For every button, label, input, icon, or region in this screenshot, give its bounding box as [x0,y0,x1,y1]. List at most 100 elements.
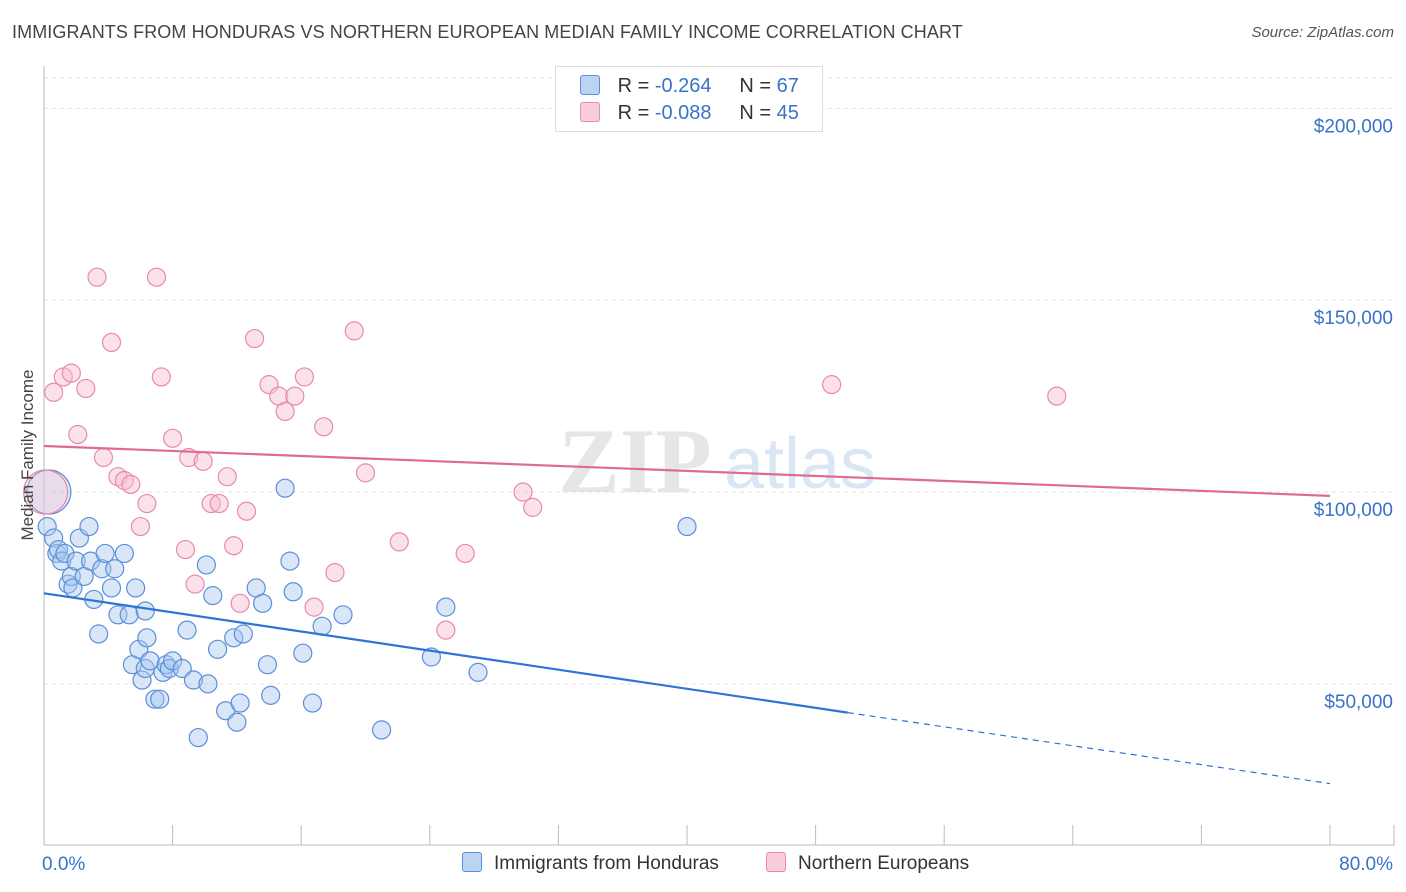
point-northern-europeans [325,562,345,583]
point-honduras [108,605,128,625]
point-northern-europeans [230,593,250,613]
y-tick-label: $150,000 [1314,308,1393,329]
point-honduras [66,551,86,571]
point-honduras [293,643,313,663]
point-honduras [37,516,57,537]
point-northern-europeans [201,493,221,514]
tick-labels: $50,000 $100,000 $150,000 $200,000 0.0% 80.0% [42,116,1393,875]
watermark: ZIP atlas [558,410,876,512]
legend-r-label: R = [617,75,650,97]
correlation-legend: R = -0.264 N = 67 R = -0.088 N = 45 [555,66,823,132]
point-honduras [275,478,295,498]
legend-r-value: -0.088 [654,102,712,124]
point-northern-europeans [209,493,229,514]
point-honduras [280,551,300,571]
point-honduras [140,651,160,671]
point-honduras [177,620,197,640]
y-tick-label: $200,000 [1314,116,1393,137]
point-honduras [302,693,323,713]
point-honduras [188,727,208,748]
point-northern-europeans [822,375,842,395]
gridlines [44,77,1394,685]
point-honduras [105,559,125,579]
point-honduras [227,712,247,732]
point-honduras [119,605,139,625]
point-northern-europeans [87,267,107,287]
watermark-zip: ZIP [558,410,711,512]
point-honduras [89,624,109,644]
point-northern-europeans [163,428,183,448]
legend-row-honduras: R = -0.264 N = 67 [580,75,799,99]
point-honduras [114,543,134,564]
point-northern-europeans [275,401,295,422]
point-northern-europeans [455,543,475,564]
point-honduras [333,605,353,625]
point-honduras [224,628,244,648]
source-label: Source: ZipAtlas.com [1251,24,1394,41]
legend-n-label: N = [739,102,772,124]
bottom-legend-northern-europeans: Northern Europeans [766,852,969,875]
point-honduras [126,578,146,598]
point-honduras [196,555,216,575]
point-northern-europeans [355,463,376,483]
point-northern-europeans [121,474,141,494]
point-honduras [283,582,303,602]
x-tick-label-start: 0.0% [42,854,85,875]
point-northern-europeans [175,539,196,560]
point-honduras [203,586,223,606]
series-northern-europeans [23,267,1067,640]
point-honduras [233,624,253,644]
point-northern-europeans [146,267,167,287]
point-honduras [52,551,72,571]
legend-swatch-pink [580,102,600,122]
point-northern-europeans [304,597,324,617]
point-honduras [172,658,192,679]
legend-r-label: R = [617,102,650,124]
legend-n-value: 67 [776,75,799,97]
point-northern-europeans [1047,386,1067,406]
point-northern-europeans [185,574,205,594]
point-northern-europeans [285,386,305,406]
trendline-honduras-extension [847,712,1331,785]
point-honduras [79,516,99,537]
point-honduras [129,639,149,659]
axes [43,66,1395,846]
trendline-honduras [43,592,848,714]
point-honduras [436,597,456,617]
legend-swatch-blue [580,75,600,95]
point-honduras [145,689,165,709]
point-northern-europeans [130,516,151,537]
point-honduras [198,674,218,694]
point-honduras [371,720,392,740]
point-northern-europeans [137,493,157,514]
point-northern-europeans [76,378,96,399]
point-northern-europeans [344,321,364,341]
series-honduras [26,469,697,748]
point-northern-europeans [44,382,64,402]
point-northern-europeans [436,620,456,640]
point-northern-europeans [389,532,409,552]
point-honduras [257,655,278,675]
point-honduras [132,670,152,690]
legend-row-northern-europeans: R = -0.088 N = 45 [580,102,799,126]
legend-n-value: 45 [776,102,799,124]
point-honduras [101,578,122,598]
point-northern-europeans [179,447,199,468]
point-northern-europeans [68,424,88,445]
point-honduras [677,516,697,537]
x-tick-label-end: 80.0% [1339,854,1393,875]
bottom-legend-swatch-pink [766,852,786,872]
legend-r-value: -0.264 [654,75,712,97]
point-northern-europeans [61,363,81,383]
bottom-legend-label: Northern Europeans [798,853,970,874]
legend-n-label: N = [739,75,772,97]
point-northern-europeans [217,467,237,487]
point-honduras [468,662,488,682]
point-northern-europeans [294,367,315,387]
point-northern-europeans [523,497,543,517]
point-honduras [137,628,157,648]
point-northern-europeans [151,367,171,387]
point-honduras [230,693,250,713]
point-northern-europeans [244,328,265,349]
